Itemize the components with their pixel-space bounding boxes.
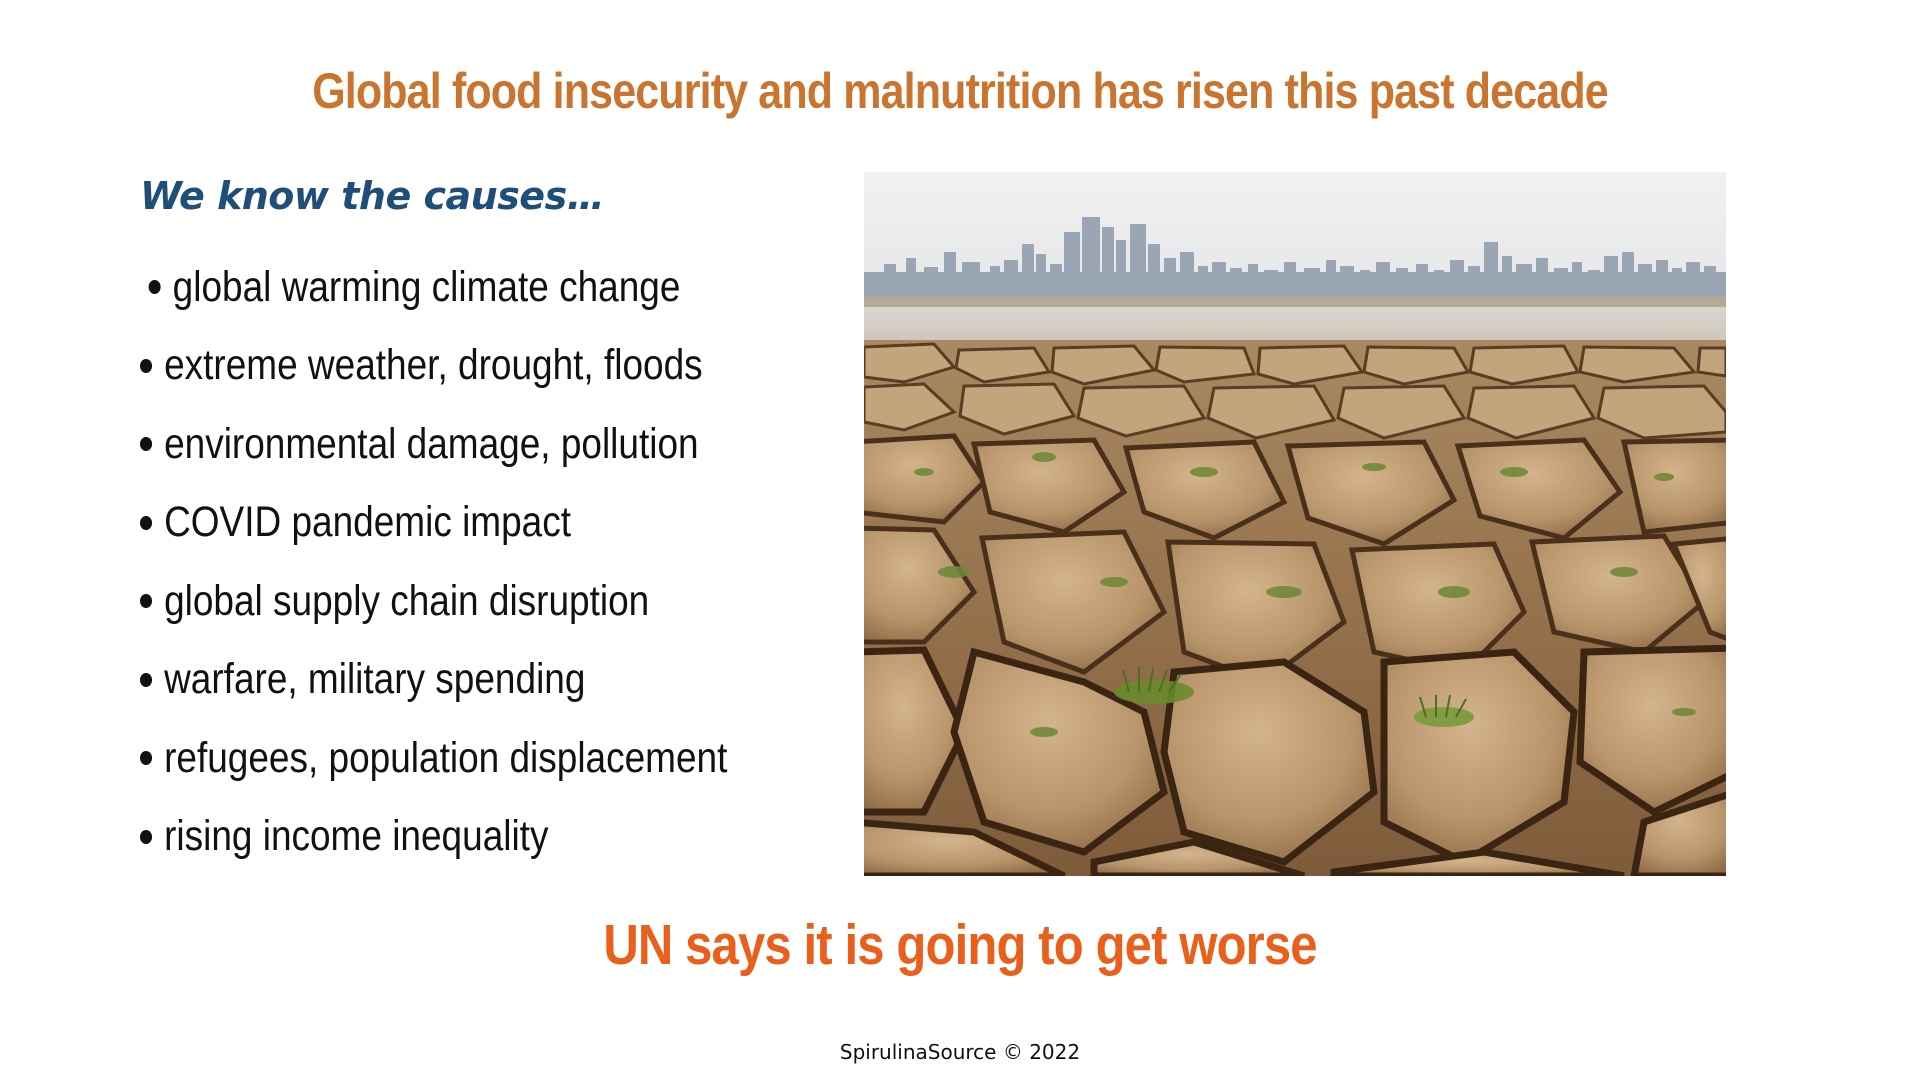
bullet-item: global supply chain disruption bbox=[140, 562, 727, 641]
bullet-text: global supply chain disruption bbox=[164, 576, 650, 625]
bullet-dot-icon bbox=[140, 437, 153, 452]
slide-title: Global food insecurity and malnutrition … bbox=[312, 63, 1608, 119]
bullet-dot-icon bbox=[148, 280, 161, 295]
bullet-text: global warming climate change bbox=[172, 262, 681, 311]
bullet-dot-icon bbox=[140, 672, 153, 687]
bullet-dot-icon bbox=[140, 829, 153, 844]
bullet-dot-icon bbox=[140, 358, 153, 373]
bullet-text: extreme weather, drought, floods bbox=[164, 341, 703, 390]
bullet-item: COVID pandemic impact bbox=[140, 484, 727, 563]
bullet-dot-icon bbox=[140, 594, 153, 609]
bullet-text: rising income inequality bbox=[164, 812, 549, 861]
slide-subtitle: We know the causes… bbox=[140, 174, 605, 218]
bullet-item: global warming climate change bbox=[140, 248, 727, 327]
bullet-text: refugees, population displacement bbox=[164, 733, 728, 782]
bullet-text: warfare, military spending bbox=[164, 655, 586, 704]
bullet-item: extreme weather, drought, floods bbox=[140, 327, 727, 406]
tagline: UN says it is going to get worse bbox=[603, 913, 1317, 977]
bullet-list: global warming climate change extreme we… bbox=[140, 248, 823, 876]
bullet-text: environmental damage, pollution bbox=[164, 419, 699, 468]
bullet-dot-icon bbox=[140, 751, 153, 766]
drought-photo bbox=[864, 172, 1726, 876]
bullet-item: environmental damage, pollution bbox=[140, 405, 727, 484]
copyright-footer: SpirulinaSource © 2022 bbox=[839, 1040, 1081, 1064]
bullet-item: rising income inequality bbox=[140, 798, 727, 877]
bullet-text: COVID pandemic impact bbox=[164, 498, 572, 547]
bullet-dot-icon bbox=[140, 515, 153, 530]
bullet-item: refugees, population displacement bbox=[140, 719, 727, 798]
bullet-item: warfare, military spending bbox=[140, 641, 727, 720]
